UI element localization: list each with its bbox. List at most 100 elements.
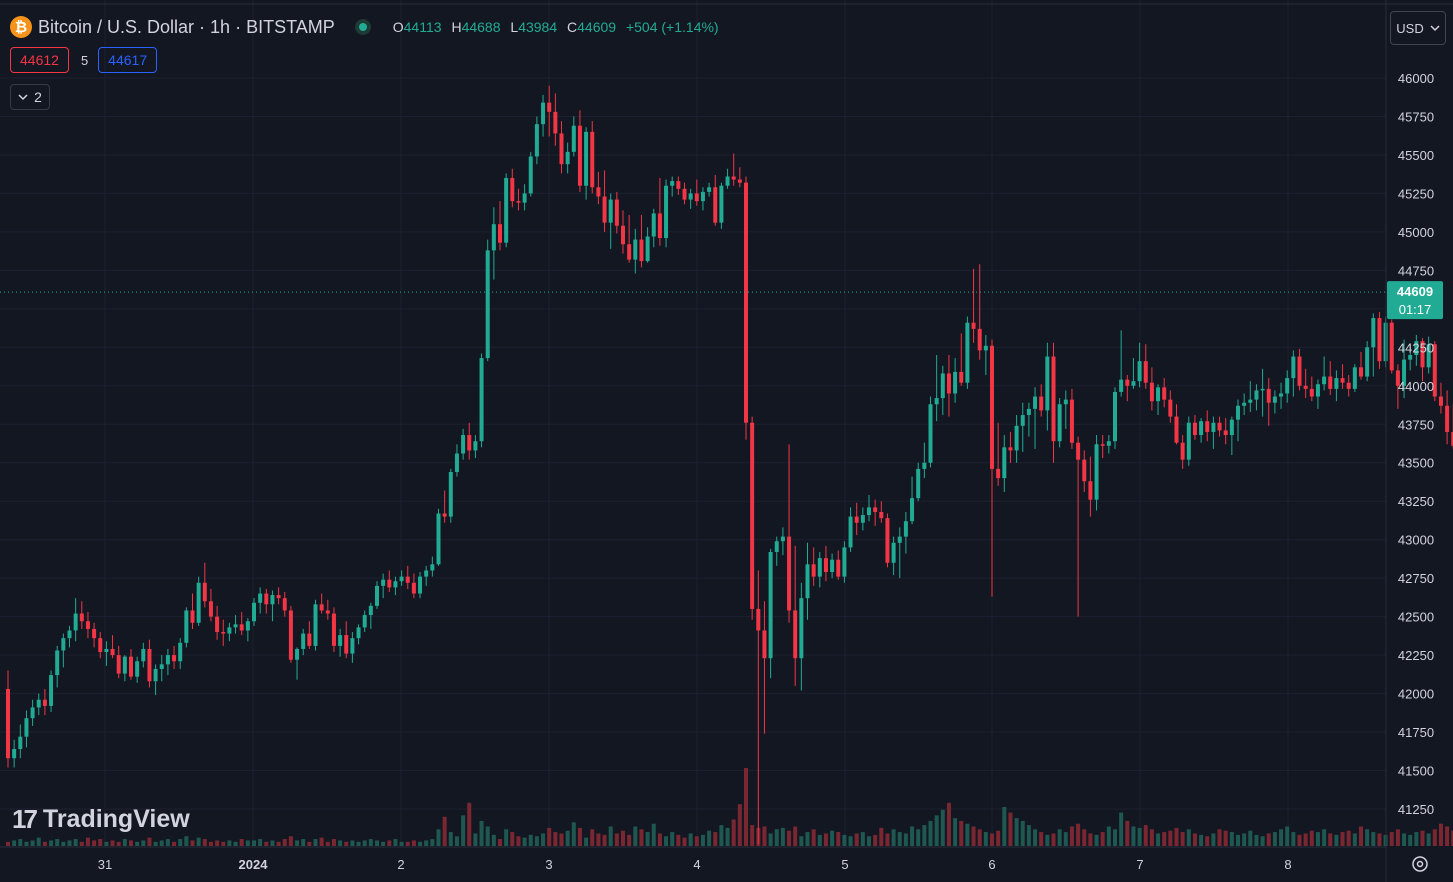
trade-panel: 44612 5 44617: [10, 47, 158, 73]
time-tick-label: 5: [841, 857, 848, 872]
candle-body: [639, 239, 644, 262]
candle: [608, 193, 613, 249]
time-axis[interactable]: 31 2024 2 3 4 5 6 7 8: [98, 857, 1292, 872]
candle-body: [24, 718, 29, 737]
volume-bar: [719, 825, 724, 846]
candle: [1199, 418, 1204, 443]
volume-bar: [1192, 833, 1197, 846]
volume-bar: [313, 839, 318, 846]
volume-bar: [1125, 820, 1130, 846]
volume-bar: [916, 829, 921, 846]
candle: [946, 355, 951, 417]
candle-body: [405, 576, 410, 583]
candle-body: [49, 675, 54, 706]
candle-body: [762, 630, 767, 659]
candle-body: [387, 579, 392, 588]
volume-bar: [725, 827, 730, 846]
candle-body: [676, 181, 681, 189]
candle-body: [1186, 422, 1191, 460]
market-status-icon[interactable]: [354, 19, 371, 35]
candle: [1039, 384, 1044, 417]
buy-button[interactable]: 44617: [98, 47, 158, 73]
logo-text: TradingView: [42, 805, 190, 833]
volume-bar: [1063, 832, 1068, 846]
sell-button[interactable]: 44612: [10, 47, 69, 73]
candle-body: [1094, 444, 1099, 500]
candle: [116, 645, 121, 679]
candle: [85, 612, 90, 639]
volume-bar: [190, 840, 195, 846]
candle-body: [215, 616, 220, 633]
candle: [1026, 402, 1031, 437]
symbol-title[interactable]: Bitcoin / U.S. Dollar · 1h · BITSTAMP: [38, 16, 335, 37]
candle-body: [780, 536, 785, 542]
candle: [1414, 335, 1419, 366]
candle-body: [565, 151, 570, 165]
volume-bar: [1119, 812, 1124, 846]
volume-bar: [1100, 832, 1105, 846]
candle-body: [36, 699, 41, 708]
volume-bar: [1020, 820, 1025, 846]
candle: [381, 573, 386, 599]
candle-body: [651, 213, 656, 237]
candle-body: [147, 648, 152, 682]
volume-bar: [467, 802, 472, 846]
candle: [24, 710, 29, 748]
candle-body: [1309, 388, 1314, 397]
volume-bar: [614, 833, 619, 846]
tradingview-logo[interactable]: 17 TradingView: [12, 804, 190, 835]
candle: [1082, 450, 1087, 492]
candle-body: [953, 371, 958, 394]
candle: [768, 548, 773, 679]
candle-body: [830, 559, 835, 573]
candle: [122, 655, 127, 682]
volume-bar: [1149, 829, 1154, 846]
candle: [73, 598, 78, 642]
candle-body: [313, 604, 318, 646]
candle-body: [1039, 396, 1044, 411]
candle-body: [325, 610, 330, 614]
volume-bar: [12, 840, 17, 846]
indicator-count: 2: [34, 89, 42, 105]
candle: [399, 570, 404, 586]
indicators-toggle-button[interactable]: 2: [10, 84, 50, 110]
candle-body: [85, 621, 90, 629]
candle: [559, 121, 564, 174]
candle-body: [946, 373, 951, 394]
candle: [879, 501, 884, 523]
candle: [897, 527, 902, 579]
candle: [325, 599, 330, 620]
candle-body: [473, 441, 478, 451]
candle: [1291, 350, 1296, 397]
candle: [184, 607, 189, 648]
candle-body: [159, 664, 164, 669]
candle-body: [1420, 341, 1425, 368]
volume-bar: [147, 837, 152, 846]
candle-body: [319, 604, 324, 611]
candle: [1162, 378, 1167, 408]
volume-bar: [252, 840, 256, 846]
candle-body: [645, 236, 650, 262]
candle: [934, 355, 939, 422]
price-tick-label: 45000: [1398, 225, 1434, 240]
candle-body: [744, 182, 748, 423]
currency-select[interactable]: USD: [1390, 11, 1446, 45]
candle-body: [528, 156, 533, 194]
candle-body: [30, 707, 35, 719]
candle: [61, 633, 66, 668]
volume-bar: [1365, 829, 1370, 846]
volume-bar: [319, 837, 324, 846]
volume-bar: [1180, 832, 1185, 846]
volume-bar: [657, 833, 662, 846]
candle: [1334, 370, 1339, 402]
price-axis[interactable]: 41250 41500 41750 42000 42250 42500 42750 43000…: [1398, 71, 1434, 817]
price-tick-label: 43000: [1398, 533, 1434, 548]
currency-value: USD: [1396, 20, 1424, 36]
candle-body: [596, 187, 601, 197]
volume-bar: [608, 826, 613, 846]
candle-body: [725, 176, 730, 186]
chart-settings-icon[interactable]: [1407, 852, 1433, 876]
candle-body: [903, 521, 908, 537]
volume-bar: [92, 840, 97, 846]
